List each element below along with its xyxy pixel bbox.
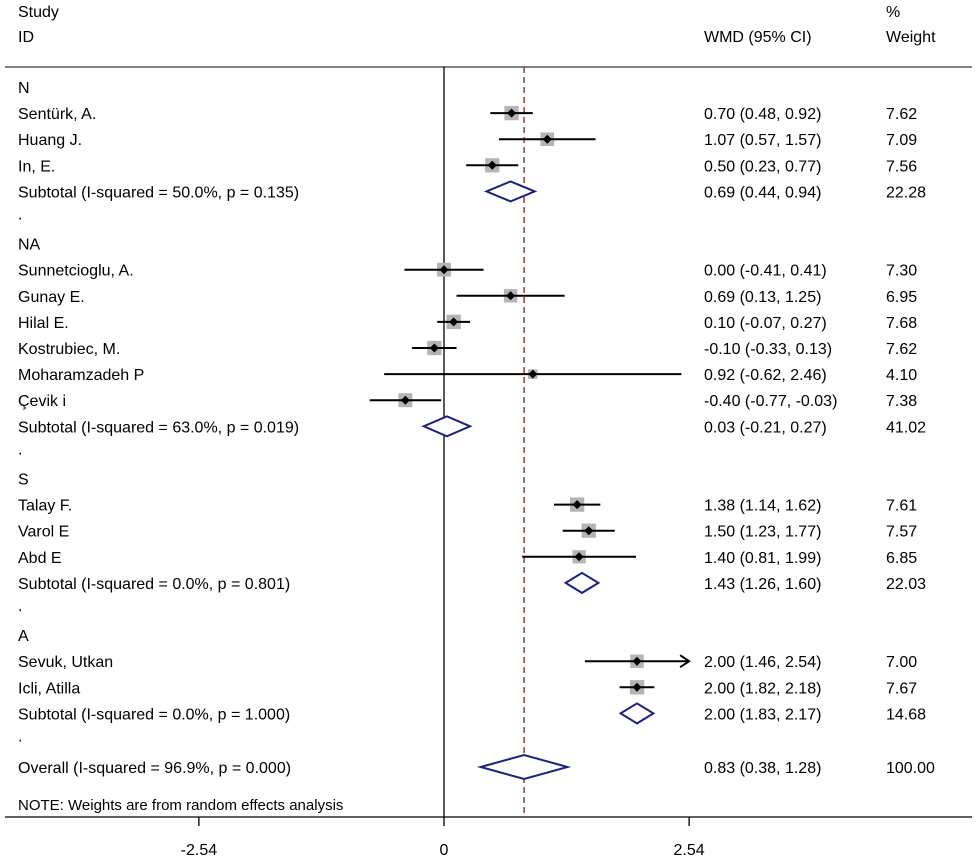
study-weight-text: 6.85 <box>886 550 917 567</box>
subtotal-diamond <box>421 415 473 438</box>
group-spacer-dot: . <box>18 598 22 615</box>
study-weight-text: 7.38 <box>886 393 917 410</box>
study-point-estimate <box>449 317 459 327</box>
study-ci-text: 2.00 (1.46, 2.54) <box>704 654 821 671</box>
header-study: Study <box>18 4 59 21</box>
study-label: Abd E <box>18 550 62 567</box>
study-ci-text: -0.10 (-0.33, 0.13) <box>704 341 832 358</box>
study-weight-text: 7.67 <box>886 680 917 697</box>
header-id: ID <box>18 29 34 46</box>
study-weight-text: 7.00 <box>886 654 917 671</box>
study-point-estimate <box>632 656 642 666</box>
study-ci-text: 1.40 (0.81, 1.99) <box>704 550 821 567</box>
study-point-estimate <box>632 682 642 692</box>
subtotal-diamond <box>483 180 538 203</box>
study-ci-text: 0.69 (0.13, 1.25) <box>704 289 821 306</box>
subtotal-weight-text: 22.03 <box>886 576 926 593</box>
x-axis-tick-label: 2.54 <box>674 842 705 859</box>
study-label: In, E. <box>18 158 55 175</box>
study-weight-text: 7.57 <box>886 524 917 541</box>
group-label: S <box>18 472 29 489</box>
study-weight-text: 7.62 <box>886 341 917 358</box>
subtotal-label: Subtotal (I-squared = 0.0%, p = 1.000) <box>18 706 290 723</box>
header-percent: % <box>886 4 900 21</box>
study-weight-text: 7.61 <box>886 498 917 515</box>
subtotal-ci-text: 1.43 (1.26, 1.60) <box>704 576 821 593</box>
study-ci-text: 1.38 (1.14, 1.62) <box>704 498 821 515</box>
study-weight-text: 7.62 <box>886 106 917 123</box>
group-spacer-dot: . <box>18 441 22 458</box>
study-ci-text: 0.70 (0.48, 0.92) <box>704 106 821 123</box>
ci-arrow-icon <box>679 654 691 669</box>
overall-ci-text: 0.83 (0.38, 1.28) <box>704 760 821 777</box>
study-ci-text: 0.10 (-0.07, 0.27) <box>704 315 827 332</box>
subtotal-weight-text: 22.28 <box>886 184 926 201</box>
overall-weight-text: 100.00 <box>886 760 935 777</box>
overall-label: Overall (I-squared = 96.9%, p = 0.000) <box>18 760 291 777</box>
study-point-estimate <box>439 265 449 275</box>
study-label: Çevik i <box>18 393 66 410</box>
study-weight-text: 7.30 <box>886 263 917 280</box>
study-label: Kostrubiec, M. <box>18 341 120 358</box>
study-ci-text: 1.50 (1.23, 1.77) <box>704 524 821 541</box>
group-spacer-dot: . <box>18 729 22 746</box>
study-point-estimate <box>572 500 582 510</box>
subtotal-diamond <box>618 702 656 725</box>
study-point-estimate <box>584 526 594 536</box>
subtotal-diamond <box>563 571 601 595</box>
subtotal-label: Subtotal (I-squared = 63.0%, p = 0.019) <box>18 419 299 436</box>
study-point-estimate <box>542 134 552 144</box>
header-wmd: WMD (95% CI) <box>704 29 812 46</box>
study-label: Icli, Atilla <box>18 680 80 697</box>
plot-layer: N Sentürk, A. 0.70 (0.48, 0.92) 7.62 Huang J… <box>18 67 935 859</box>
subtotal-ci-text: 0.03 (-0.21, 0.27) <box>704 419 827 436</box>
footnote: NOTE: Weights are from random effects an… <box>18 797 343 814</box>
group-spacer-dot: . <box>18 207 22 224</box>
study-label: Hilal E. <box>18 315 69 332</box>
study-point-estimate <box>487 160 497 170</box>
group-label: N <box>18 80 30 97</box>
subtotal-weight-text: 41.02 <box>886 419 926 436</box>
study-label: Sunnetcioglu, A. <box>18 263 134 280</box>
study-label: Varol E <box>18 524 69 541</box>
overall-diamond <box>476 753 572 781</box>
x-axis-tick-label: 0 <box>440 842 449 859</box>
study-ci-text: 0.00 (-0.41, 0.41) <box>704 263 827 280</box>
study-label: Sentürk, A. <box>18 106 96 123</box>
group-label: NA <box>18 237 41 254</box>
study-point-estimate <box>528 369 538 379</box>
study-point-estimate <box>429 343 439 353</box>
header-weight: Weight <box>886 29 936 46</box>
study-point-estimate <box>507 108 517 118</box>
study-ci-text: 2.00 (1.82, 2.18) <box>704 680 821 697</box>
study-weight-text: 7.56 <box>886 158 917 175</box>
study-ci-text: 0.92 (-0.62, 2.46) <box>704 367 827 384</box>
study-weight-text: 7.09 <box>886 132 917 149</box>
study-label: Huang J. <box>18 132 82 149</box>
study-weight-text: 6.95 <box>886 289 917 306</box>
study-weight-text: 7.68 <box>886 315 917 332</box>
study-ci-text: -0.40 (-0.77, -0.03) <box>704 393 837 410</box>
study-ci-text: 0.50 (0.23, 0.77) <box>704 158 821 175</box>
subtotal-weight-text: 14.68 <box>886 706 926 723</box>
study-point-estimate <box>400 395 410 405</box>
subtotal-label: Subtotal (I-squared = 0.0%, p = 0.801) <box>18 576 290 593</box>
subtotal-ci-text: 0.69 (0.44, 0.94) <box>704 184 821 201</box>
study-label: Talay F. <box>18 498 72 515</box>
study-ci-text: 1.07 (0.57, 1.57) <box>704 132 821 149</box>
study-label: Gunay E. <box>18 289 85 306</box>
x-axis-tick-label: -2.54 <box>181 842 218 859</box>
subtotal-ci-text: 2.00 (1.83, 2.17) <box>704 706 821 723</box>
study-point-estimate <box>506 291 516 301</box>
study-label: Moharamzadeh P <box>18 367 144 384</box>
subtotal-label: Subtotal (I-squared = 50.0%, p = 0.135) <box>18 184 299 201</box>
study-label: Sevuk, Utkan <box>18 654 113 671</box>
study-point-estimate <box>574 552 584 562</box>
study-weight-text: 4.10 <box>886 367 917 384</box>
group-label: A <box>18 628 29 645</box>
